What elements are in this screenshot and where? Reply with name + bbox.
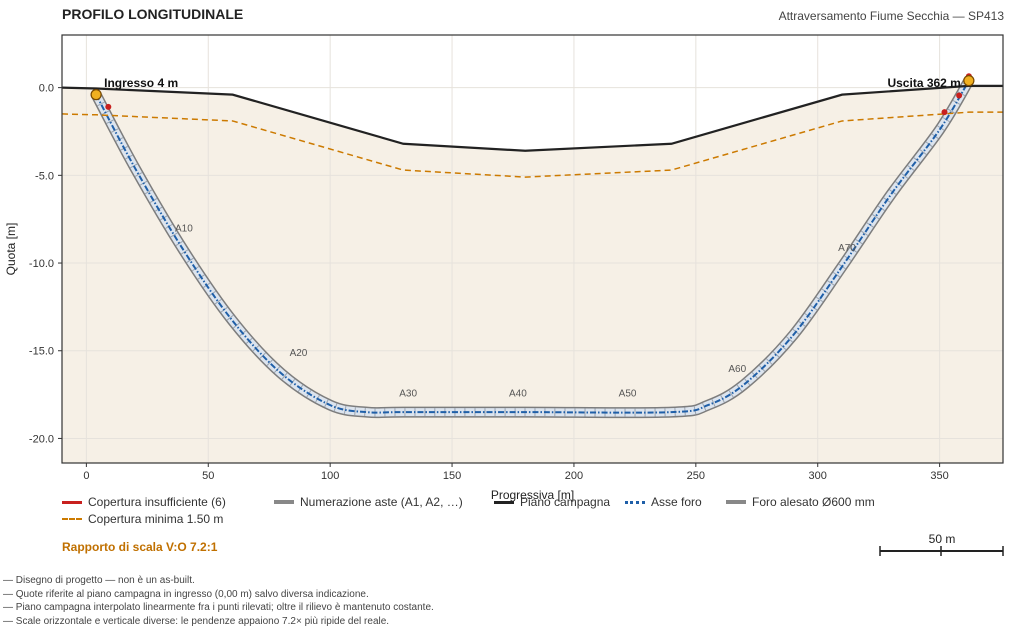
legend-ground-swatch	[494, 500, 514, 504]
rod-label: A50	[619, 388, 637, 399]
rod-label: A70	[838, 243, 856, 254]
note-line: — Piano campagna interpolato linearmente…	[3, 602, 434, 613]
endpoint-marker	[90, 89, 102, 101]
rod-label: A60	[728, 364, 746, 375]
endpoint-label: Uscita 362 m	[887, 76, 960, 90]
x-tick-label: 150	[443, 470, 461, 482]
rod-label: A10	[175, 223, 193, 234]
legend-ground-label: Piano campagna	[520, 495, 611, 509]
y-tick-label: -10.0	[29, 258, 54, 270]
bore-axis-line	[95, 80, 970, 414]
legend-axis-swatch	[625, 500, 645, 504]
y-tick-label: -5.0	[35, 170, 54, 182]
y-tick-label: 0.0	[39, 83, 54, 95]
legend-axis-label: Asse foro	[651, 495, 702, 509]
legend-rods-label: Numerazione aste (A1, A2, …)	[300, 495, 463, 509]
notes-block: — Disegno di progetto — non è un as-buil…	[3, 574, 434, 628]
legend-bore: Foro alesato Ø600 mm	[726, 495, 875, 509]
legend-ground: Piano campagna	[494, 495, 610, 509]
endpoint-label: Ingresso 4 m	[104, 76, 178, 90]
x-tick-label: 50	[202, 470, 214, 482]
y-tick-label: -20.0	[29, 433, 54, 445]
x-tick-label: 100	[321, 470, 339, 482]
x-tick-label: 300	[809, 470, 827, 482]
insufficient-cover-point	[956, 92, 963, 99]
x-tick-label: 0	[83, 470, 89, 482]
legend-bore-label: Foro alesato Ø600 mm	[752, 495, 875, 509]
legend-bore-swatch	[726, 500, 746, 504]
x-tick-label: 200	[565, 470, 583, 482]
x-tick-label: 350	[930, 470, 948, 482]
page-subtitle: Attraversamento Fiume Secchia — SP413	[778, 9, 1004, 23]
legend-rods: Numerazione aste (A1, A2, …)	[274, 495, 463, 509]
x-tick-label: 250	[687, 470, 705, 482]
rod-label: A20	[290, 348, 308, 359]
rod-label: A30	[399, 388, 417, 399]
min-cover-line	[61, 111, 1003, 178]
legend-min-cover-label: Copertura minima 1.50 m	[88, 512, 224, 526]
legend-insufficient-cover: Copertura insufficiente (6)	[62, 495, 226, 509]
page-title: PROFILO LONGITUDINALE	[62, 6, 244, 22]
rod-label: A40	[509, 388, 527, 399]
ground-line	[61, 84, 1003, 152]
note-line: — Quote riferite al piano campagna in in…	[3, 588, 369, 600]
scale-ratio: Rapporto di scala V:O 7.2:1	[62, 540, 218, 554]
legend-axis: Asse foro	[625, 495, 702, 509]
plot-frame	[61, 34, 1004, 464]
insufficient-cover-point	[105, 103, 112, 110]
x-axis-label: Progressiva [m]	[491, 488, 574, 502]
legend-insufficient-swatch	[62, 500, 82, 504]
legend-rods-swatch	[274, 500, 294, 504]
legend-insufficient-label: Copertura insufficiente (6)	[88, 495, 226, 509]
note-line: — Disegno di progetto — non è un as-buil…	[3, 575, 195, 586]
legend-min-cover: Copertura minima 1.50 m	[62, 512, 223, 526]
endpoint-marker	[963, 75, 975, 87]
scalebar-label: 50 m	[928, 532, 956, 546]
legend-min-cover-swatch	[62, 518, 82, 520]
insufficient-cover-point	[941, 109, 948, 116]
y-tick-label: -15.0	[29, 346, 54, 358]
note-line: — Scale orizzontale e verticale diverse:…	[3, 615, 390, 627]
y-axis-label: Quota [m]	[4, 223, 18, 276]
